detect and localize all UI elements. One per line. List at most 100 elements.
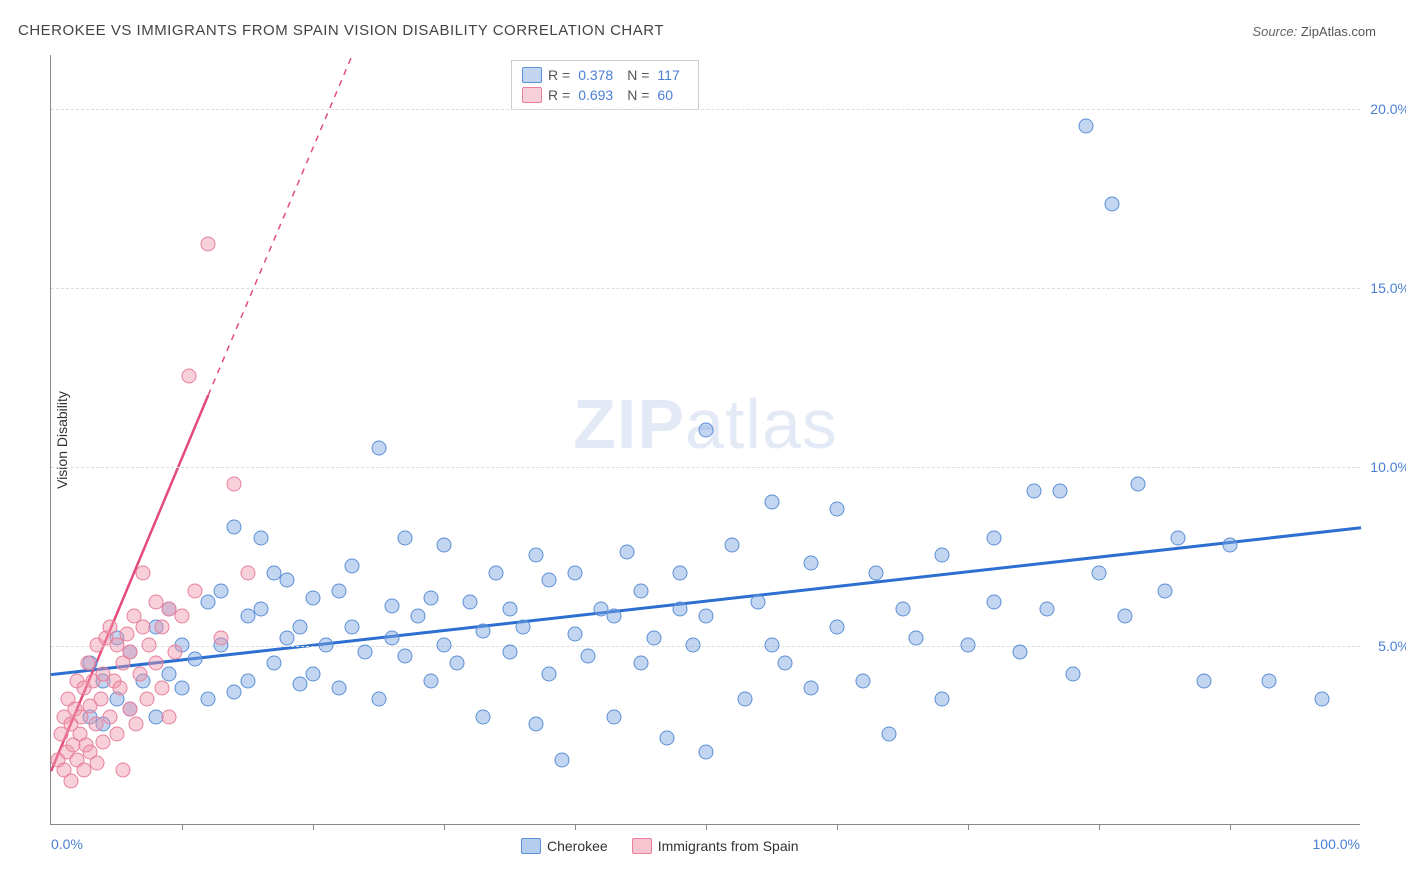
y-tick-label: 15.0% — [1365, 280, 1406, 296]
data-point — [1170, 530, 1185, 545]
data-point — [161, 666, 176, 681]
data-point — [764, 494, 779, 509]
data-point — [725, 537, 740, 552]
source-name: ZipAtlas.com — [1301, 24, 1376, 39]
data-point — [306, 666, 321, 681]
data-point — [987, 530, 1002, 545]
legend-row-series-1: R = 0.693 N = 60 — [522, 85, 688, 105]
data-point — [332, 584, 347, 599]
data-point — [319, 637, 334, 652]
data-point — [371, 440, 386, 455]
data-point — [1262, 673, 1277, 688]
data-point — [292, 677, 307, 692]
data-point — [934, 548, 949, 563]
data-point — [63, 774, 78, 789]
data-point — [201, 236, 216, 251]
data-point — [122, 702, 137, 717]
data-point — [279, 630, 294, 645]
x-tick-mark — [313, 824, 314, 830]
data-point — [332, 680, 347, 695]
data-point — [869, 566, 884, 581]
data-point — [803, 680, 818, 695]
legend-bottom-label-1: Immigrants from Spain — [658, 838, 799, 854]
x-tick-mark — [575, 824, 576, 830]
data-point — [266, 655, 281, 670]
data-point — [803, 555, 818, 570]
data-point — [240, 566, 255, 581]
data-point — [181, 369, 196, 384]
source-attribution: Source: ZipAtlas.com — [1252, 24, 1376, 39]
data-point — [581, 648, 596, 663]
data-point — [502, 645, 517, 660]
data-point — [155, 680, 170, 695]
data-point — [476, 623, 491, 638]
data-point — [934, 691, 949, 706]
data-point — [568, 627, 583, 642]
data-point — [1092, 566, 1107, 581]
data-point — [1013, 645, 1028, 660]
data-point — [476, 709, 491, 724]
data-point — [88, 716, 103, 731]
legend-item-1: Immigrants from Spain — [632, 838, 799, 854]
data-point — [188, 584, 203, 599]
chart-title: CHEROKEE VS IMMIGRANTS FROM SPAIN VISION… — [18, 22, 664, 39]
data-point — [830, 501, 845, 516]
correlation-legend: R = 0.378 N = 117 R = 0.693 N = 60 — [511, 60, 699, 110]
data-point — [1157, 584, 1172, 599]
data-point — [345, 620, 360, 635]
data-point — [502, 602, 517, 617]
data-point — [292, 620, 307, 635]
data-point — [423, 591, 438, 606]
source-label: Source: — [1252, 24, 1297, 39]
data-point — [908, 630, 923, 645]
data-point — [135, 620, 150, 635]
data-point — [133, 666, 148, 681]
data-point — [1131, 476, 1146, 491]
data-point — [279, 573, 294, 588]
data-point — [987, 594, 1002, 609]
x-tick-mark — [837, 824, 838, 830]
data-point — [227, 519, 242, 534]
data-point — [437, 637, 452, 652]
data-point — [1065, 666, 1080, 681]
data-point — [895, 602, 910, 617]
data-point — [1223, 537, 1238, 552]
data-point — [116, 763, 131, 778]
data-point — [214, 630, 229, 645]
data-point — [463, 594, 478, 609]
data-point — [1105, 197, 1120, 212]
data-point — [227, 684, 242, 699]
data-point — [515, 620, 530, 635]
data-point — [528, 716, 543, 731]
data-point — [554, 752, 569, 767]
y-tick-label: 5.0% — [1365, 638, 1406, 654]
data-point — [541, 573, 556, 588]
gridline-h — [51, 646, 1360, 647]
data-point — [489, 566, 504, 581]
data-point — [699, 423, 714, 438]
data-point — [437, 537, 452, 552]
x-tick-mark — [968, 824, 969, 830]
legend-n-label-1: N = — [627, 87, 649, 103]
data-point — [685, 637, 700, 652]
data-point — [1026, 483, 1041, 498]
data-point — [201, 691, 216, 706]
gridline-h — [51, 109, 1360, 110]
data-point — [397, 530, 412, 545]
data-point — [113, 680, 128, 695]
legend-bottom-swatch-1 — [632, 838, 652, 854]
data-point — [830, 620, 845, 635]
data-point — [541, 666, 556, 681]
data-point — [607, 709, 622, 724]
data-point — [89, 756, 104, 771]
gridline-h — [51, 467, 1360, 468]
data-point — [119, 627, 134, 642]
data-point — [188, 652, 203, 667]
data-point — [620, 544, 635, 559]
data-point — [659, 731, 674, 746]
data-point — [1118, 609, 1133, 624]
data-point — [253, 530, 268, 545]
data-point — [139, 691, 154, 706]
y-axis-label: Vision Disability — [54, 391, 70, 489]
data-point — [358, 645, 373, 660]
